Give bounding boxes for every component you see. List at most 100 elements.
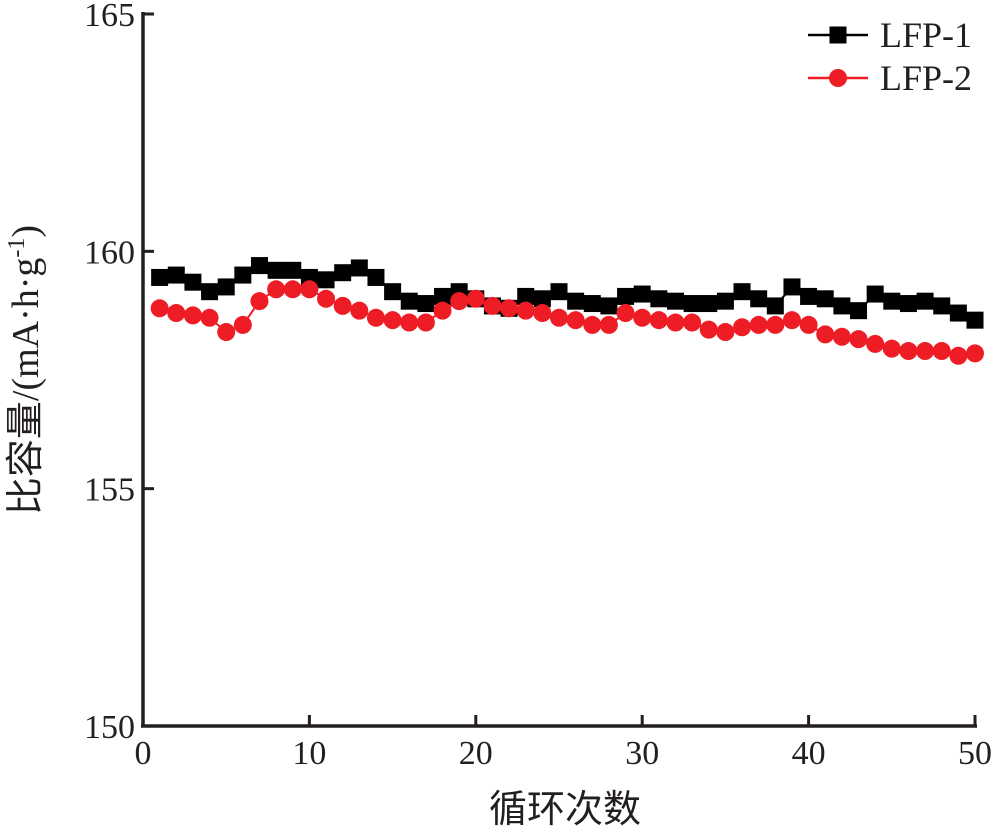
data-point [150, 299, 169, 318]
data-point [832, 327, 851, 346]
data-point [932, 342, 951, 361]
x-tick-label: 20 [459, 735, 493, 772]
data-point [350, 259, 368, 277]
series-LFP-1 [151, 257, 984, 329]
data-point [317, 289, 336, 308]
y-tick-label: 155 [84, 472, 135, 509]
data-point [766, 315, 785, 334]
data-point [400, 292, 418, 310]
data-point [616, 304, 635, 323]
data-point [683, 295, 701, 313]
data-point [700, 295, 718, 313]
data-point [600, 297, 618, 315]
x-tick-label: 0 [135, 735, 152, 772]
data-point [566, 311, 585, 330]
data-point [699, 320, 718, 339]
data-point [167, 266, 185, 284]
x-tick-label: 50 [958, 735, 992, 772]
series-layer [150, 257, 984, 365]
data-point [450, 292, 469, 311]
data-point [267, 261, 285, 279]
data-point [583, 295, 601, 313]
data-point [234, 266, 252, 284]
data-point [766, 297, 784, 315]
data-point [949, 346, 968, 365]
data-point [899, 342, 918, 361]
data-point [383, 311, 402, 330]
data-point [800, 287, 818, 305]
data-point [899, 295, 917, 313]
data-point [733, 283, 751, 301]
data-point [583, 315, 602, 334]
data-point [782, 311, 801, 330]
data-point [217, 323, 236, 342]
data-point [650, 290, 668, 308]
data-point [500, 299, 519, 318]
data-point [350, 301, 369, 320]
data-point [167, 304, 186, 323]
data-point [916, 342, 935, 361]
data-point [200, 308, 219, 327]
axes: 150 155 160 165 0 10 20 30 40 50 [84, 0, 992, 772]
x-tick-label: 40 [792, 735, 826, 772]
data-point [516, 301, 535, 320]
data-point [883, 292, 901, 310]
data-point [850, 302, 868, 320]
data-point [866, 285, 884, 303]
data-point [966, 311, 984, 329]
data-point [849, 330, 868, 349]
data-point [567, 292, 585, 310]
data-point [300, 280, 319, 299]
data-point [466, 289, 485, 308]
data-point [683, 313, 702, 332]
series-LFP-2 [150, 280, 984, 365]
data-point [201, 283, 219, 301]
data-point [400, 313, 419, 332]
data-point [916, 292, 934, 310]
x-axis-label: 循环次数 [489, 787, 641, 831]
data-point [267, 280, 286, 299]
data-point [517, 287, 535, 305]
data-point [966, 344, 984, 363]
data-point [416, 313, 435, 332]
y-axis-label: 比容量/(mA·h·g-1) [4, 225, 47, 515]
y-tick-label: 165 [84, 0, 135, 34]
data-point [483, 296, 502, 315]
data-point [749, 315, 768, 334]
data-point [384, 283, 402, 301]
y-axis-label-sup: -1 [4, 238, 30, 258]
data-point [716, 292, 734, 310]
data-point [317, 271, 335, 289]
data-point [333, 296, 352, 315]
data-point [367, 268, 385, 286]
data-point [366, 308, 385, 327]
data-point [783, 278, 801, 296]
data-point [866, 334, 885, 353]
data-point [649, 311, 668, 330]
data-point [283, 280, 302, 299]
data-point [816, 290, 834, 308]
data-point [250, 257, 268, 275]
data-point [949, 304, 967, 322]
data-point [933, 297, 951, 315]
data-point [151, 268, 169, 286]
data-point [433, 301, 452, 320]
data-point [417, 295, 435, 313]
data-point [434, 287, 452, 305]
data-point [599, 315, 618, 334]
data-point [550, 308, 568, 327]
data-point [716, 323, 735, 342]
data-point [633, 285, 651, 303]
legend-marker [829, 26, 847, 44]
data-point [617, 287, 635, 305]
data-point [184, 273, 202, 291]
x-tick-label: 30 [625, 735, 659, 772]
y-tick-label: 160 [84, 234, 135, 271]
data-point [550, 283, 568, 301]
data-point [533, 304, 552, 323]
legend-label: LFP-2 [880, 58, 972, 98]
data-point [882, 339, 901, 358]
y-axis-label-main: 比容量/(mA·h·g [5, 258, 47, 516]
data-point [750, 290, 768, 308]
